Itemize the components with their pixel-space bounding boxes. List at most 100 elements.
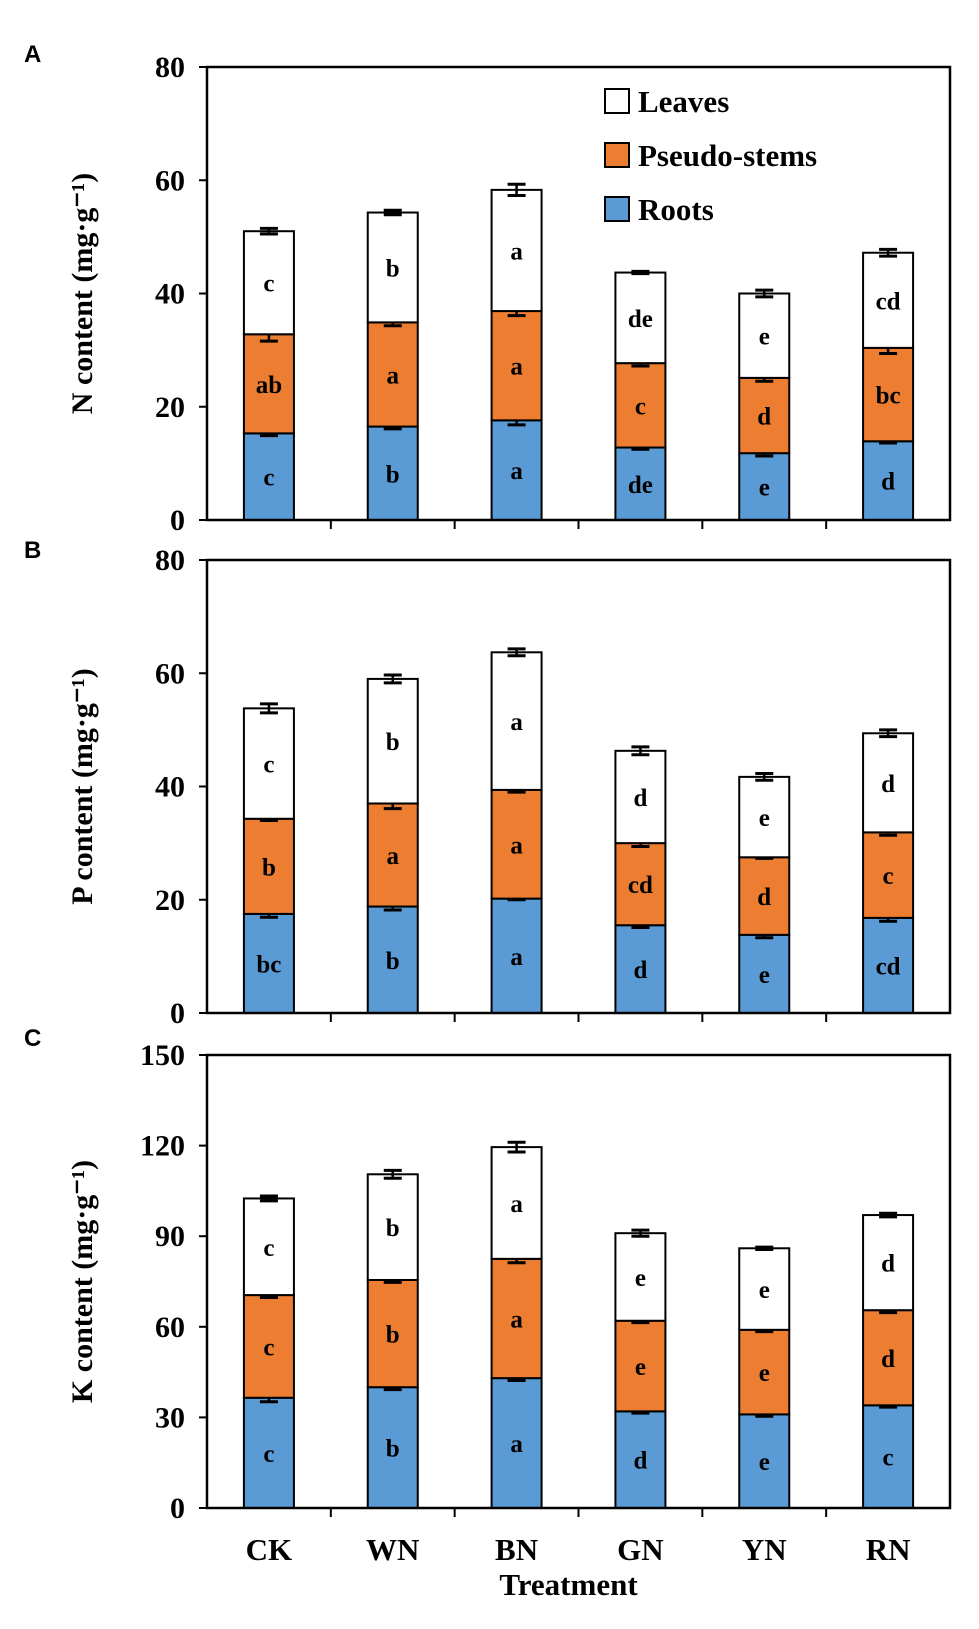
y-tick-label: 30 [155,1401,185,1434]
bar-pseudo-stems-gn [614,362,667,449]
significance-letter: b [262,854,276,881]
significance-letter: bc [876,383,901,410]
y-tick-label: 0 [170,1492,185,1525]
y-tick-label: 60 [155,1311,185,1344]
legend-swatch [604,88,630,114]
significance-letter: e [759,1449,770,1476]
legend-label: Roots [638,192,714,227]
y-tick-label: 80 [155,544,185,577]
bar-roots-bn [490,419,543,521]
significance-letter: de [628,472,653,499]
bar-leaves-yn [738,292,791,379]
bar-pseudo-stems-rn [862,346,915,443]
bar-roots-rn [862,440,915,522]
bar-pseudo-stems-wn [366,321,419,428]
bar-pseudo-stems-gn [614,842,667,927]
bar-roots-ck [242,912,295,1014]
significance-letter: d [633,957,647,984]
plot-frame [205,65,952,522]
significance-letter: a [510,354,523,381]
significance-letter: c [635,393,646,420]
significance-letter: e [759,805,770,832]
significance-letter: c [263,271,274,298]
significance-letter: b [386,461,400,488]
significance-letter: a [510,709,523,736]
bar-roots-wn [366,425,419,522]
significance-letter: d [633,785,647,812]
y-tick-label: 60 [155,657,185,690]
panel-letter: A [24,41,41,68]
x-tick-label: RN [866,1532,911,1567]
x-tick-label: BN [495,1532,538,1567]
bar-leaves-rn [862,1214,915,1312]
plot-frame [205,1053,952,1510]
y-axis-label: K content (mg·g⁻¹) [66,1160,99,1403]
bar-leaves-yn [738,775,791,859]
significance-letter: b [386,1322,400,1349]
bar-roots-rn [862,1404,915,1509]
significance-letter: c [263,1441,274,1468]
y-tick-label: 0 [170,997,185,1030]
bar-roots-rn [862,916,915,1014]
significance-letter: a [510,944,523,971]
significance-letter: b [386,1436,400,1463]
y-tick-label: 40 [155,278,185,311]
significance-letter: a [387,843,400,870]
bar-pseudo-stems-bn [490,788,543,900]
chart-panel-a: AN content (mg·g⁻¹)020406080cabcbabaaade… [24,41,952,537]
panel-letter: C [24,1025,41,1052]
significance-letter: c [263,1235,274,1262]
significance-letter: b [386,948,400,975]
significance-letter: a [510,1306,523,1333]
significance-letter: c [263,465,274,492]
bar-roots-ck [242,1396,295,1510]
bar-pseudo-stems-gn [614,1319,667,1413]
bar-pseudo-stems-bn [490,310,543,422]
chart-panel-b: BP content (mg·g⁻¹)020406080bcbcbabaaadc… [24,537,952,1030]
significance-letter: e [759,962,770,989]
y-axis-label: P content (mg·g⁻¹) [66,668,99,904]
chart-panel-c: C K content (mg·g⁻¹) 0 30 60 90 120 150 c c c b b b a a… [24,1025,952,1602]
significance-letter: c [883,863,894,890]
bar-leaves-ck [242,707,295,820]
bar-pseudo-stems-wn [366,802,419,908]
x-axis-label: Treatment [499,1567,638,1602]
bar-roots-gn [614,446,667,521]
significance-letter: b [386,729,400,756]
bar-pseudo-stems-ck [242,1294,295,1399]
bar-pseudo-stems-bn [490,1257,543,1380]
significance-letter: e [635,1354,646,1381]
legend-label: Pseudo-stems [638,138,817,173]
significance-letter: e [759,324,770,351]
legend-swatch [604,142,630,168]
bar-roots-gn [614,924,667,1015]
significance-letter: d [881,1251,895,1278]
bar-roots-yn [738,933,791,1014]
bar-leaves-wn [366,677,419,805]
significance-letter: ab [256,372,282,399]
y-tick-label: 90 [155,1220,185,1253]
significance-letter: d [633,1448,647,1475]
significance-letter: a [510,458,523,485]
bar-pseudo-stems-ck [242,333,295,435]
significance-letter: e [759,1360,770,1387]
significance-letter: cd [628,872,653,899]
significance-letter: e [759,475,770,502]
significance-letter: bc [256,951,281,978]
bar-pseudo-stems-yn [738,376,791,455]
y-tick-label: 20 [155,884,185,917]
significance-letter: d [757,404,771,431]
y-tick-label: 150 [140,1039,185,1072]
panel-letter: B [24,537,41,564]
bar-pseudo-stems-rn [862,1309,915,1407]
y-tick-label: 120 [140,1130,185,1163]
significance-letter: a [387,362,400,389]
bar-pseudo-stems-wn [366,1278,419,1389]
x-tick-label: GN [617,1532,664,1567]
bar-pseudo-stems-yn [738,1328,791,1416]
x-tick-label: YN [742,1532,787,1567]
x-tick-label: CK [246,1532,293,1567]
significance-letter: b [386,1215,400,1242]
significance-letter: c [263,1334,274,1361]
